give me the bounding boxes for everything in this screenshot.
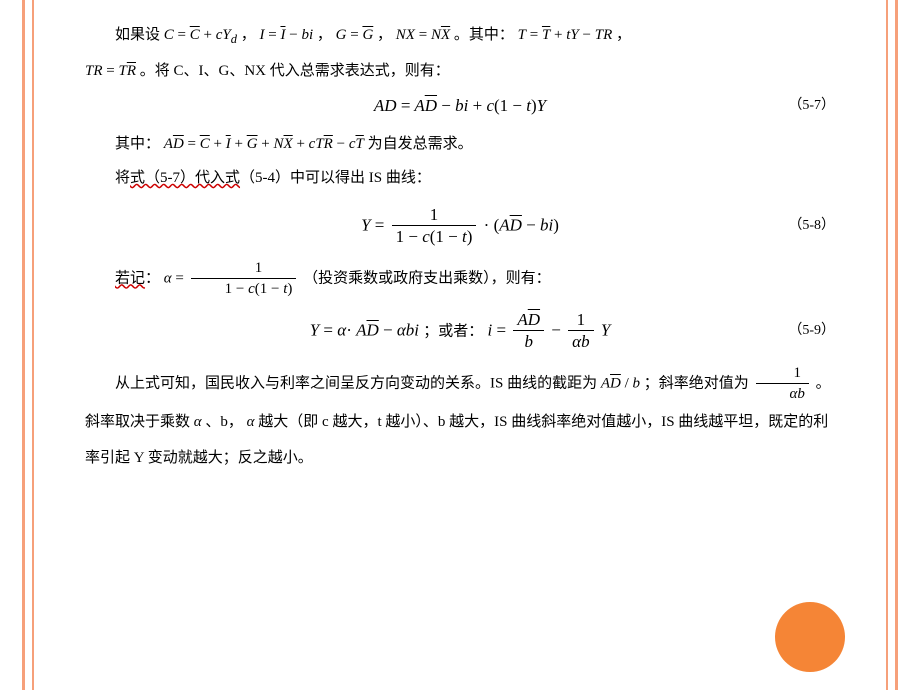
paragraph-2: TR = TR 。将 C、I、G、NX 代入总需求表达式，则有： — [85, 54, 835, 89]
eq-label: （5-7） — [788, 98, 835, 115]
equation-5-8: Y = 1 1 − c(1 − t) · (AD − bi) （5-8） — [85, 204, 835, 249]
text: 。将 C、I、G、NX 代入总需求表达式，则有： — [140, 63, 450, 79]
text: （投资乘数或政府支出乘数），则有： — [303, 270, 551, 286]
text: 如果设 — [115, 27, 164, 43]
text: 为自发总需求。 — [368, 136, 473, 152]
equation-5-9: Y = α· AD − αbi ；或者： i = ADb − 1αb Y （5-… — [85, 309, 835, 354]
text: 。其中： — [454, 27, 514, 43]
text: 从上式可知，国民收入与利率之间呈反方向变动的关系。IS 曲线的截距为 — [115, 375, 601, 391]
eq-label: （5-8） — [788, 218, 835, 235]
eq-label: （5-9） — [788, 323, 835, 340]
text: 、b， — [205, 414, 243, 430]
paragraph-6: 从上式可知，国民收入与利率之间呈反方向变动的关系。IS 曲线的截距为 AD / … — [85, 364, 835, 476]
paragraph-1: 如果设 C = C + cYd ， I = I − bi ， G = G ， N… — [85, 18, 835, 54]
wavy-text: 式（5-7）代入式 — [130, 170, 240, 186]
equation-5-7: AD = AD − bi + c(1 − t)Y （5-7） — [85, 96, 835, 116]
text: ；斜率绝对值为 — [644, 375, 753, 391]
or-text: ；或者： — [423, 323, 483, 339]
paragraph-4: 将式（5-7）代入式（5-4）中可以得出 IS 曲线： — [85, 161, 835, 196]
paragraph-5: 若记： α = 1 1 − c(1 − t) （投资乘数或政府支出乘数），则有： — [85, 259, 835, 299]
page-container: 如果设 C = C + cYd ， I = I − bi ， G = G ， N… — [22, 0, 898, 690]
accent-circle-icon — [775, 602, 845, 672]
paragraph-3: 其中： AD = C + I + G + NX + cTR − cT 为自发总需… — [85, 127, 835, 162]
wavy-text: 若记 — [115, 270, 145, 286]
text: 其中： — [115, 136, 160, 152]
